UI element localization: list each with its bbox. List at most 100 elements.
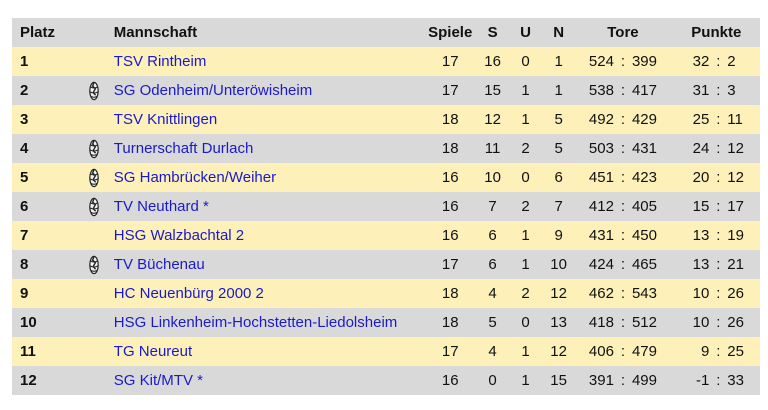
row-team-cell: TG Neureut xyxy=(114,337,423,366)
row-n: 5 xyxy=(554,111,563,128)
row-team-cell: HC Neuenbürg 2000 2 xyxy=(114,279,423,308)
row-icon-cell xyxy=(75,76,114,105)
punkte-minus: 25 xyxy=(727,343,744,360)
row-punkte: 25:11 xyxy=(673,105,760,134)
team-link[interactable]: HSG Linkenheim-Hochstetten-Liedolsheim xyxy=(113,314,398,331)
team-link[interactable]: SG Hambrücken/Weiher xyxy=(113,169,277,186)
tore-separator: : xyxy=(620,140,626,157)
row-spiele: 16 xyxy=(441,169,459,186)
team-link[interactable]: SG Kit/MTV * xyxy=(113,372,203,389)
table-row: 7 HSG Walzbachtal 2 16 6 1 9 431:450 13:19 xyxy=(12,221,760,250)
tore-separator: : xyxy=(620,314,626,331)
row-s: 16 xyxy=(484,53,501,70)
team-link[interactable]: TV Neuthard * xyxy=(113,198,209,215)
team-link[interactable]: Turnerschaft Durlach xyxy=(113,140,254,157)
tore-plus: 538 xyxy=(588,82,614,99)
row-spiele: 18 xyxy=(441,140,459,157)
row-icon-cell xyxy=(75,105,114,134)
row-u: 1 xyxy=(521,372,530,389)
tore-separator: : xyxy=(620,372,626,389)
row-punkte: 9:25 xyxy=(673,337,760,366)
row-spiele: 17 xyxy=(441,256,459,273)
team-link[interactable]: TV Büchenau xyxy=(113,256,205,273)
tore-minus: 423 xyxy=(631,169,657,186)
row-team-cell: Turnerschaft Durlach xyxy=(114,134,423,163)
table-row: 1 TSV Rintheim 17 16 0 1 524:399 32:2 xyxy=(12,47,760,76)
row-team-cell: TV Neuthard * xyxy=(114,192,423,221)
punkte-plus: 32 xyxy=(692,53,710,70)
handball-icon xyxy=(86,255,102,274)
row-u: 1 xyxy=(521,343,530,360)
row-n: 7 xyxy=(554,198,563,215)
row-s: 6 xyxy=(488,256,497,273)
punkte-minus: 17 xyxy=(727,198,744,215)
tore-minus: 465 xyxy=(631,256,657,273)
tore-separator: : xyxy=(620,256,626,273)
tore-minus: 429 xyxy=(631,111,657,128)
row-s: 5 xyxy=(488,314,497,331)
punkte-separator: : xyxy=(716,372,721,389)
tore-minus: 399 xyxy=(631,53,657,70)
row-punkte: 13:21 xyxy=(673,250,760,279)
row-platz: 7 xyxy=(20,227,29,244)
row-tore: 424:465 xyxy=(573,250,672,279)
team-link[interactable]: HSG Walzbachtal 2 xyxy=(113,227,245,244)
row-spiele: 17 xyxy=(441,82,459,99)
row-platz: 11 xyxy=(20,343,36,360)
row-platz: 6 xyxy=(20,198,29,215)
header-u: U xyxy=(520,24,532,41)
row-n: 12 xyxy=(550,285,567,302)
table-row: 5 SG Hambrücken/Weiher 16 10 0 6 451:423 20:12 xyxy=(12,163,760,192)
tore-plus: 524 xyxy=(588,53,614,70)
handball-icon xyxy=(86,139,102,158)
header-spiele: Spiele xyxy=(428,24,473,41)
tore-minus: 512 xyxy=(631,314,657,331)
header-icon-column xyxy=(75,18,114,47)
row-tore: 524:399 xyxy=(573,47,672,76)
table-row: 12 SG Kit/MTV * 16 0 1 15 391:499 -1:33 xyxy=(12,366,760,395)
team-link[interactable]: TSV Knittlingen xyxy=(113,111,218,128)
tore-plus: 492 xyxy=(588,111,614,128)
punkte-separator: : xyxy=(716,343,721,360)
row-u: 2 xyxy=(521,285,530,302)
tore-plus: 431 xyxy=(588,227,614,244)
team-link[interactable]: SG Odenheim/Unteröwisheim xyxy=(113,82,313,99)
table-body: 1 TSV Rintheim 17 16 0 1 524:399 32:2 2 SG Odenhe… xyxy=(12,47,760,395)
row-team-cell: TV Büchenau xyxy=(114,250,423,279)
row-s: 4 xyxy=(488,343,497,360)
row-punkte: 24:12 xyxy=(673,134,760,163)
table-row: 2 SG Odenheim/Unteröwisheim 17 15 1 1 538:417 3… xyxy=(12,76,760,105)
table-row: 4 Turnerschaft Durlach 18 11 2 5 503:431 24:12 xyxy=(12,134,760,163)
punkte-plus: 24 xyxy=(692,140,710,157)
table-row: 10 HSG Linkenheim-Hochstetten-Liedolsheim… xyxy=(12,308,760,337)
row-n: 1 xyxy=(554,53,563,70)
team-link[interactable]: TSV Rintheim xyxy=(113,53,207,70)
tore-minus: 450 xyxy=(631,227,657,244)
row-s: 12 xyxy=(484,111,501,128)
row-punkte: 10:26 xyxy=(673,308,760,337)
row-icon-cell xyxy=(75,250,114,279)
tore-minus: 405 xyxy=(631,198,657,215)
punkte-minus: 12 xyxy=(727,140,744,157)
tore-separator: : xyxy=(620,82,626,99)
row-platz: 12 xyxy=(20,372,37,389)
team-link[interactable]: HC Neuenbürg 2000 2 xyxy=(113,285,264,302)
punkte-separator: : xyxy=(716,256,721,273)
tore-separator: : xyxy=(620,53,626,70)
handball-icon xyxy=(86,168,102,187)
tore-minus: 431 xyxy=(631,140,657,157)
row-tore: 503:431 xyxy=(573,134,672,163)
row-tore: 538:417 xyxy=(573,76,672,105)
handball-icon xyxy=(86,197,102,216)
team-link[interactable]: TG Neureut xyxy=(113,343,193,360)
row-n: 1 xyxy=(554,82,563,99)
punkte-minus: 12 xyxy=(727,169,744,186)
table-row: 3 TSV Knittlingen 18 12 1 5 492:429 25:11 xyxy=(12,105,760,134)
punkte-minus: 26 xyxy=(727,285,744,302)
row-tore: 412:405 xyxy=(573,192,672,221)
tore-separator: : xyxy=(620,169,626,186)
tore-plus: 451 xyxy=(588,169,614,186)
row-team-cell: TSV Knittlingen xyxy=(114,105,423,134)
row-spiele: 16 xyxy=(441,227,459,244)
row-platz: 5 xyxy=(20,169,29,186)
